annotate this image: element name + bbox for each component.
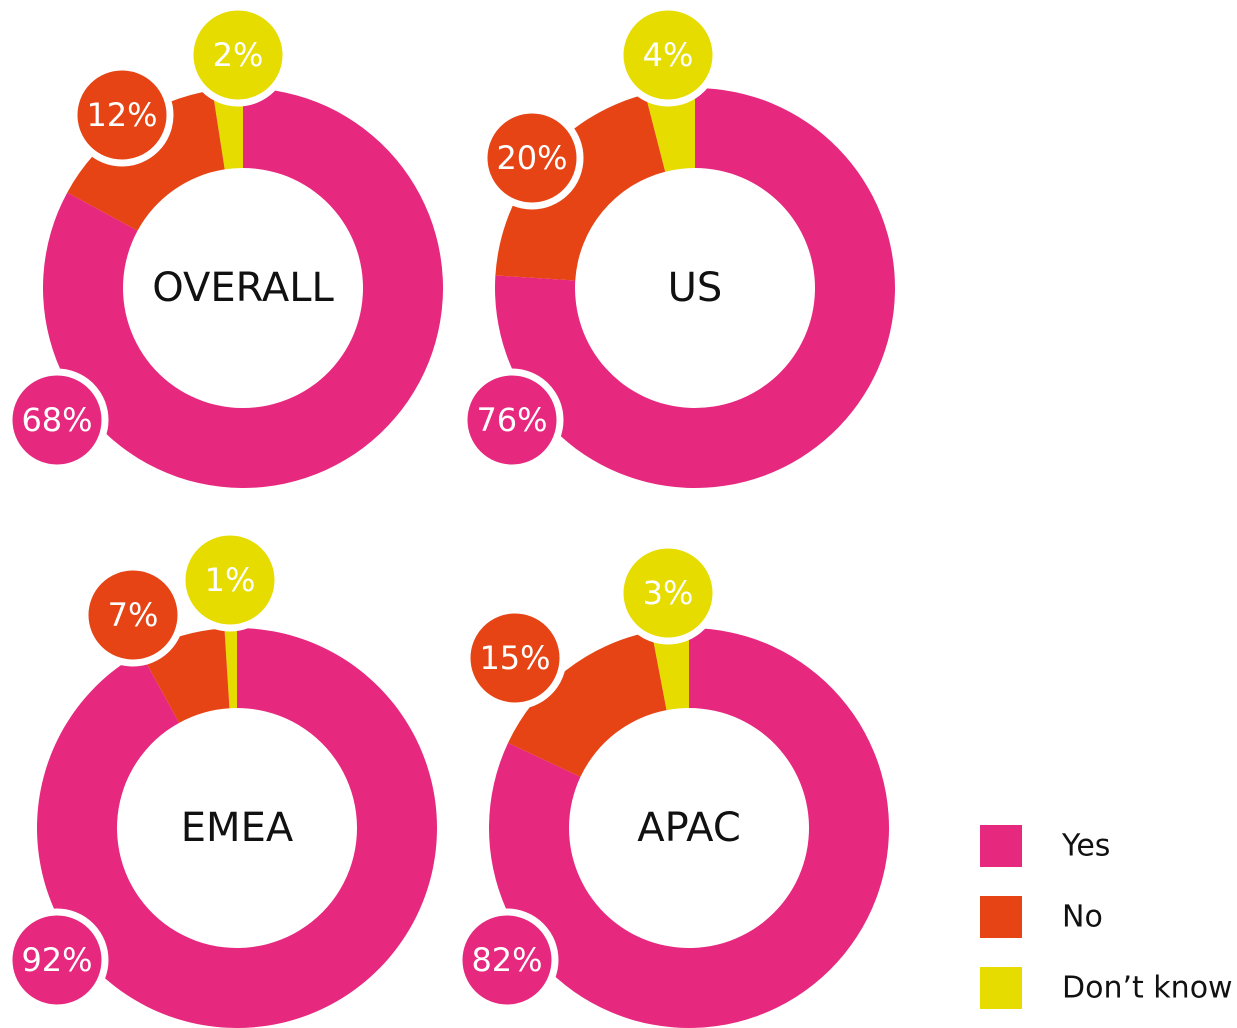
label-bubble <box>81 563 185 667</box>
data-label: 82% <box>471 941 542 979</box>
donut-title: US <box>668 265 723 311</box>
donut-title: EMEA <box>181 805 294 851</box>
donut-title: OVERALL <box>152 265 334 311</box>
donut-segment <box>36 628 437 1028</box>
data-label: 7% <box>108 596 159 634</box>
label-bubble <box>186 3 290 107</box>
donut-segment <box>42 88 443 488</box>
label-bubble <box>463 606 567 710</box>
donut-segment <box>651 628 689 711</box>
legend-label: Yes <box>1061 829 1110 864</box>
donut-title: APAC <box>637 805 741 851</box>
data-label: 68% <box>21 401 92 439</box>
label-bubble <box>480 106 584 210</box>
data-label: 15% <box>479 639 550 677</box>
label-bubble <box>460 368 564 472</box>
label-bubble <box>455 908 559 1012</box>
label-bubble <box>5 368 109 472</box>
donut-segment <box>495 94 666 281</box>
donut-segment <box>212 88 243 170</box>
data-label: 3% <box>643 574 694 612</box>
legend-swatch <box>980 896 1022 938</box>
data-label: 1% <box>205 561 256 599</box>
legend-swatch <box>980 967 1022 1009</box>
label-bubble <box>616 3 720 107</box>
legend-label: Don’t know <box>1062 971 1233 1006</box>
data-label: 12% <box>86 96 157 134</box>
label-bubble <box>178 528 282 632</box>
legend-label: No <box>1062 900 1103 935</box>
data-label: 20% <box>496 139 567 177</box>
legend-swatch <box>980 825 1022 867</box>
donut-segment <box>508 631 667 777</box>
data-label: 2% <box>213 36 264 74</box>
data-label: 4% <box>643 36 694 74</box>
label-bubble <box>616 541 720 645</box>
donut-segment <box>645 88 695 172</box>
data-label: 76% <box>476 401 547 439</box>
data-label: 92% <box>21 941 92 979</box>
donut-segment <box>494 88 895 488</box>
label-bubble <box>70 63 174 167</box>
donut-segment <box>489 628 889 1028</box>
donut-segment <box>224 628 237 709</box>
label-bubble <box>5 908 109 1012</box>
